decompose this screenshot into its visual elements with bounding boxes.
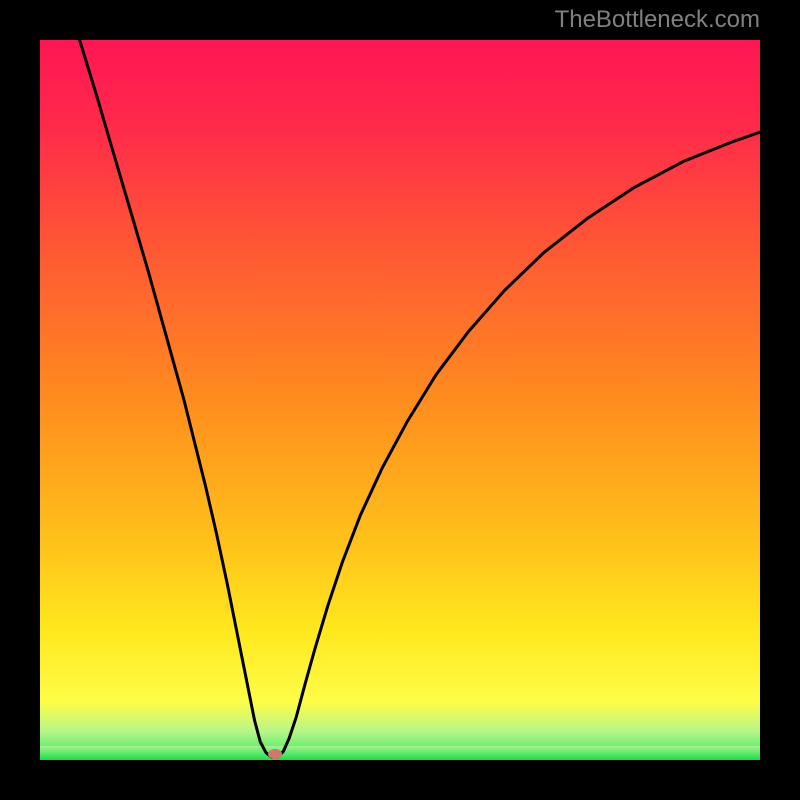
bottleneck-curve [40,40,760,760]
optimum-marker [268,749,282,759]
curve-path [80,40,760,757]
plot-area [40,40,760,760]
chart-root: TheBottleneck.com [0,0,800,800]
watermark-text: TheBottleneck.com [555,6,760,34]
bottom-green-strip [40,746,760,760]
